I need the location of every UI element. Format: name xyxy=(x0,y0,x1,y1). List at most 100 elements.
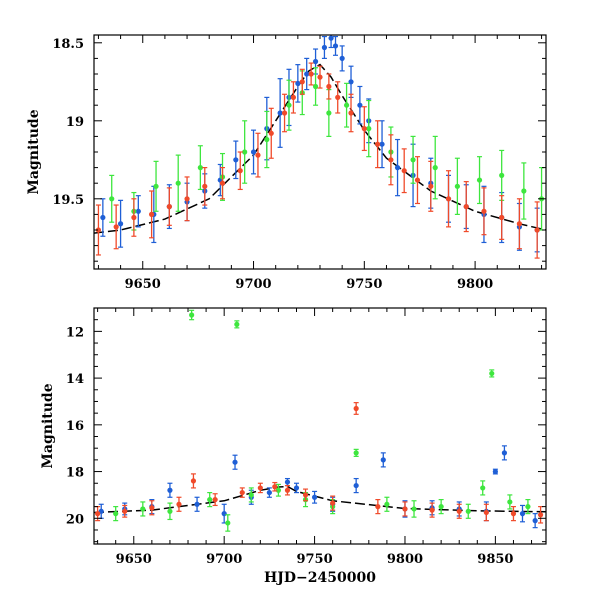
bottom-red-point xyxy=(429,507,435,513)
top-green-point xyxy=(175,180,181,186)
top-red-point xyxy=(166,204,172,210)
bottom-x-tick-label: 9800 xyxy=(387,552,423,567)
top-y-tick-label: 19.5 xyxy=(52,193,84,208)
top-blue-point xyxy=(394,165,401,171)
bottom-blue-point xyxy=(221,511,227,517)
bottom-green-point xyxy=(207,497,213,503)
top-red-point xyxy=(255,152,261,158)
top-blue-point xyxy=(100,214,106,221)
top-green-point xyxy=(109,196,115,202)
bottom-green-point xyxy=(113,511,119,517)
top-series-red xyxy=(95,62,540,259)
top-blue-point xyxy=(233,157,239,163)
top-green-point xyxy=(476,177,483,183)
top-blue-point xyxy=(339,55,345,62)
bottom-blue-point xyxy=(311,494,318,500)
top-red-point xyxy=(113,224,119,230)
top-red-point xyxy=(95,227,102,233)
bottom-red-point xyxy=(176,501,182,507)
top-green-point xyxy=(286,102,292,108)
top-x-tick-label: 9800 xyxy=(457,277,493,292)
bottom-y-tick-label: 16 xyxy=(66,419,84,434)
bottom-green-point xyxy=(234,321,240,327)
bottom-blue-point xyxy=(266,489,272,496)
bottom-red-point xyxy=(483,509,489,516)
bottom-blue-point xyxy=(194,501,200,507)
bottom-red-point xyxy=(456,508,462,514)
top-green-point xyxy=(410,157,416,163)
bottom-x-tick-label: 9750 xyxy=(296,552,332,567)
top-model-curve xyxy=(94,63,546,234)
top-green-point xyxy=(366,126,372,132)
top-red-point xyxy=(401,168,407,174)
bottom-green-point xyxy=(507,499,513,505)
bottom-x-axis-label: HJD−2450000 xyxy=(264,570,376,586)
bottom-green-point xyxy=(225,520,231,526)
top-blue-point xyxy=(348,79,354,85)
top-blue-point xyxy=(135,208,141,214)
bottom-blue-point xyxy=(501,450,508,456)
bottom-blue-point xyxy=(232,459,238,465)
bottom-x-tick-label: 9650 xyxy=(116,552,152,567)
bottom-red-point xyxy=(330,500,336,506)
bottom-red-point xyxy=(272,484,278,490)
bottom-green-point xyxy=(438,504,444,510)
top-panel: 9650 9700 9750 9800 18.5 19 19.5 Magnitude xyxy=(26,34,547,292)
bottom-axis-ticks: 9650 9700 9750 9800 9850 12 14 16 18 20 xyxy=(66,307,546,567)
bottom-red-point xyxy=(239,489,245,496)
bottom-y-tick-label: 14 xyxy=(66,372,84,387)
top-red-point xyxy=(149,211,155,217)
bottom-blue-point xyxy=(532,518,538,524)
top-green-point xyxy=(264,136,270,143)
top-red-point xyxy=(202,183,208,189)
bottom-red-point xyxy=(95,511,101,517)
top-y-tick-label: 18.5 xyxy=(52,37,84,52)
bottom-x-tick-label: 9700 xyxy=(206,552,242,567)
bottom-green-point xyxy=(525,504,531,510)
bottom-x-tick-label: 9850 xyxy=(477,552,513,567)
bottom-blue-point xyxy=(519,511,526,517)
bottom-blue-point xyxy=(492,468,498,475)
top-x-tick-label: 9750 xyxy=(346,277,382,292)
top-red-point xyxy=(237,168,243,174)
bottom-plot-area xyxy=(94,309,546,532)
bottom-green-point xyxy=(411,506,417,512)
top-blue-point xyxy=(117,221,124,227)
bottom-red-point xyxy=(375,504,381,510)
top-blue-point xyxy=(332,43,339,49)
top-blue-point xyxy=(277,110,283,116)
top-series-green xyxy=(109,67,545,231)
top-x-tick-label: 9700 xyxy=(235,277,271,292)
top-green-point xyxy=(499,172,505,178)
bottom-blue-point xyxy=(293,485,300,491)
top-red-point xyxy=(335,94,341,100)
top-y-tick-label: 19 xyxy=(66,115,84,130)
bottom-red-point xyxy=(257,485,263,491)
bottom-red-point xyxy=(212,497,218,503)
bottom-y-tick-label: 18 xyxy=(66,466,84,481)
bottom-series-blue xyxy=(98,445,538,529)
top-red-point xyxy=(317,74,323,80)
top-blue-point xyxy=(357,102,363,108)
top-red-point xyxy=(388,157,394,163)
top-green-point xyxy=(521,188,527,194)
bottom-red-point xyxy=(537,512,544,518)
bottom-red-point xyxy=(302,492,309,498)
top-red-point xyxy=(299,79,305,85)
top-blue-point xyxy=(328,35,334,41)
bottom-series-green xyxy=(113,309,531,532)
top-blue-point xyxy=(312,58,319,65)
bottom-red-point xyxy=(510,511,517,517)
bottom-y-axis-label: Magnitude xyxy=(40,383,56,468)
top-blue-point xyxy=(379,141,385,147)
bottom-series-red xyxy=(95,402,544,524)
top-red-point xyxy=(534,227,540,233)
bottom-green-point xyxy=(384,501,390,507)
top-green-point xyxy=(432,165,438,171)
top-red-point xyxy=(290,94,297,100)
bottom-red-point xyxy=(190,478,197,484)
bottom-green-point xyxy=(248,492,254,498)
top-green-point xyxy=(326,110,332,116)
top-red-point xyxy=(131,214,137,221)
